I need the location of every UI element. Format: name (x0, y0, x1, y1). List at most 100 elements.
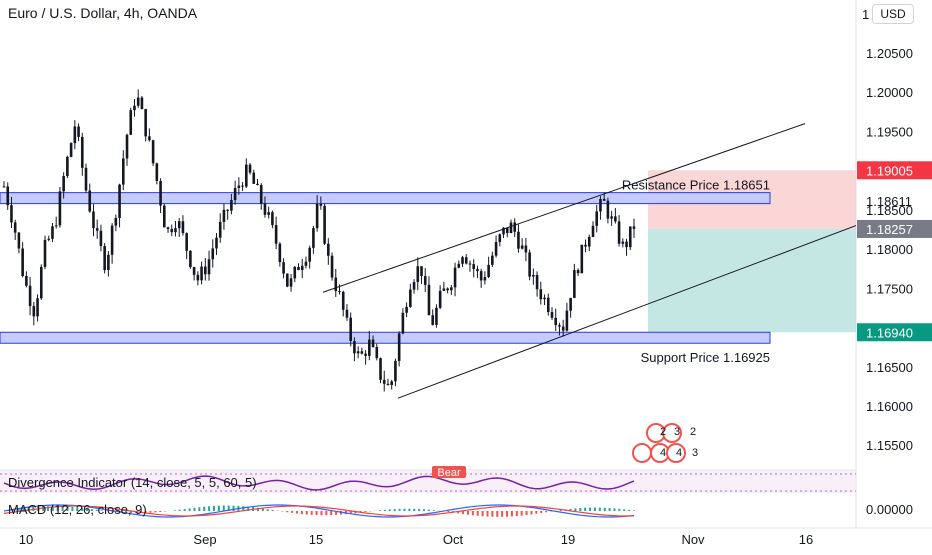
candle-body (88, 190, 92, 212)
divergence-indicator-label: Divergence Indicator (14, close, 5, 5, 6… (8, 475, 257, 490)
candle-body (379, 358, 382, 380)
price-label-target: 1.16940 (866, 325, 913, 340)
candle-body (356, 351, 360, 354)
price-label-bg-target (857, 323, 932, 342)
price-axis-tick: 1.16500 (866, 360, 913, 375)
candle-body (476, 269, 479, 272)
currency-selector[interactable]: USD (872, 4, 914, 24)
candle-body (606, 200, 610, 219)
candle-body (215, 237, 218, 249)
resistance-zone (0, 192, 771, 205)
time-axis-tick: Oct (443, 532, 464, 547)
candle-body (382, 379, 386, 384)
candle-body (170, 229, 174, 233)
candle-body (286, 273, 289, 287)
candle-body (66, 156, 69, 177)
candle-body (517, 231, 520, 249)
candle-body (144, 109, 147, 137)
candle-body (546, 297, 550, 313)
symbol-title: Euro / U.S. Dollar, 4h, OANDA (8, 5, 198, 21)
candle-body (39, 266, 43, 299)
resistance-label: Resistance Price 1.18651 (622, 178, 770, 193)
candle-body (218, 221, 222, 238)
price-axis-tick: 1.20000 (866, 85, 913, 100)
candle-body (327, 243, 330, 256)
time-axis-tick: 15 (309, 532, 323, 547)
candle-body (435, 307, 438, 325)
candle-body (204, 266, 207, 275)
event-marker-count: 2 (690, 426, 696, 438)
candle-body (47, 238, 51, 240)
candle-body (617, 221, 621, 244)
bear-label: Bear (437, 467, 461, 479)
price-axis-tick: 1.18500 (866, 203, 913, 218)
divergence-line (3, 475, 635, 491)
candle-body (394, 360, 397, 382)
event-marker-count: 3 (674, 426, 680, 438)
macd-axis-value: 0.00000 (866, 502, 913, 517)
candle-body (25, 275, 28, 286)
price-axis-tick: 1.19500 (866, 124, 913, 139)
macd-label: MACD (12, 26, close, 9) (8, 502, 147, 517)
price-label-stop: 1.19005 (866, 163, 913, 178)
candle-body (271, 212, 274, 226)
candle-body (51, 226, 54, 239)
macd-line (3, 504, 635, 518)
time-axis-tick: Nov (681, 532, 705, 547)
candle-body (159, 180, 162, 206)
candle-body (6, 186, 10, 206)
candle-body (10, 205, 13, 223)
candle-body (532, 274, 535, 277)
candle-body (505, 227, 509, 234)
candle-body (136, 97, 140, 106)
candle-body (498, 234, 502, 243)
candle-body (162, 205, 166, 228)
candle-body (580, 244, 584, 274)
candle-body (148, 136, 151, 141)
candle-body (58, 191, 62, 226)
candle-body (446, 288, 449, 291)
candle-body (233, 188, 237, 201)
event-marker-count: 3 (692, 447, 698, 459)
candle-body (524, 245, 528, 253)
event-marker-count: 4 (660, 447, 666, 459)
time-axis-tick: 16 (799, 532, 813, 547)
candle-body (125, 134, 129, 159)
candle-body (28, 285, 32, 307)
bear-label-bg (432, 466, 466, 478)
candle-body (297, 266, 300, 270)
candle-body (353, 341, 356, 354)
candle-body (621, 241, 625, 244)
candle-body (256, 183, 259, 186)
candle-body (427, 284, 431, 316)
divergence-band (0, 471, 856, 493)
candle-body (278, 243, 282, 263)
candle-body (543, 297, 546, 300)
candle-body (107, 254, 110, 271)
candle-body (69, 143, 73, 157)
candle-body (423, 276, 427, 285)
candle-body (420, 266, 423, 277)
candle-body (535, 274, 539, 290)
price-axis-tick: 1.17500 (866, 281, 913, 296)
time-axis-tick: 19 (561, 532, 575, 547)
support-label: Support Price 1.16925 (641, 350, 770, 365)
candle-body (386, 383, 390, 385)
candle-body (200, 266, 203, 281)
candle-body (368, 339, 371, 356)
candle-body (189, 250, 192, 268)
candle-body (561, 326, 565, 331)
candle-body (587, 236, 591, 247)
candle-body (21, 248, 24, 276)
candle-body (483, 277, 487, 281)
candle-body (62, 176, 65, 192)
target-zone (648, 228, 856, 333)
candle-body (442, 288, 446, 291)
candle-body (54, 225, 58, 227)
price-axis-tick: 1.20500 (866, 46, 913, 61)
candle-body (36, 298, 39, 317)
candle-body (416, 266, 420, 283)
candle-body (528, 252, 531, 277)
